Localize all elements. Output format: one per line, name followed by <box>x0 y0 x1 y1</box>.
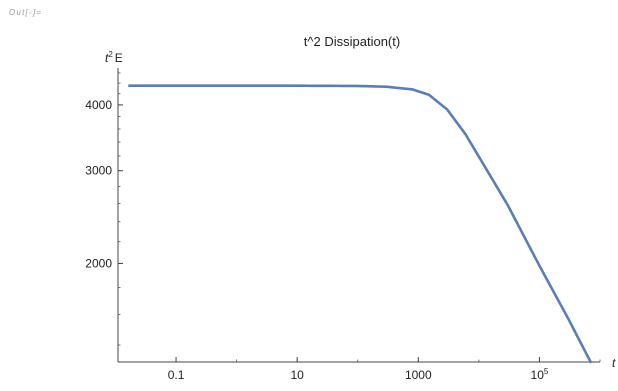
x-tick-label-base: 10 <box>531 368 545 382</box>
x-tick-label: 105 <box>531 367 549 382</box>
x-tick-label-base: 0.1 <box>168 368 185 382</box>
x-tick-label-base: 1000 <box>405 368 432 382</box>
y-ticks: 2000 3000 4000 <box>85 98 123 270</box>
output-cell-label: Out[◦]= <box>9 8 43 17</box>
y-axis-label-sup: 2 <box>108 50 113 59</box>
y-axis-label: t2 E <box>105 50 123 65</box>
x-tick-label-base: 10 <box>291 368 305 382</box>
minor-ticks <box>118 72 601 362</box>
y-tick-label: 2000 <box>85 256 112 270</box>
y-tick-label: 3000 <box>85 164 112 178</box>
x-tick-label: 1000 <box>405 368 432 382</box>
y-axis-label-base: t <box>105 51 109 65</box>
y-axis-label-rest: E <box>115 51 123 65</box>
x-tick-label-sup: 5 <box>544 367 549 376</box>
x-tick-label: 0.1 <box>168 368 185 382</box>
chart-title: t^2 Dissipation(t) <box>304 34 400 49</box>
series-line <box>128 84 592 364</box>
x-ticks: 0.1 10 1000 105 <box>168 357 549 382</box>
x-tick-label: 10 <box>291 368 305 382</box>
y-tick-label: 4000 <box>85 98 112 112</box>
x-axis-label: t <box>612 356 616 370</box>
